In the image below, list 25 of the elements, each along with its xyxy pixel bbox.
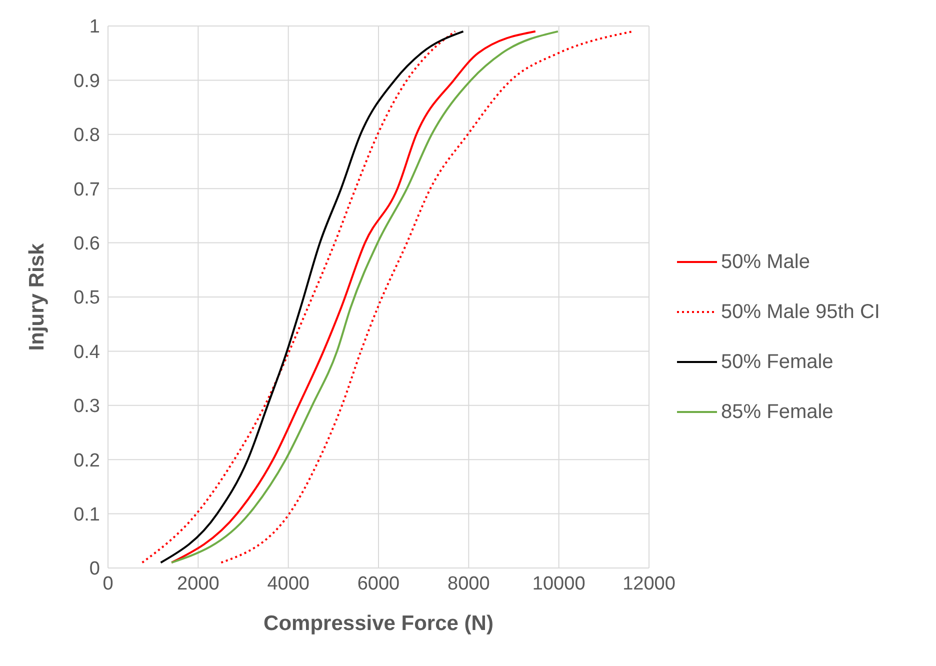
y-tick-label: 0.3: [74, 396, 100, 418]
y-tick-label: 0.4: [74, 342, 100, 363]
y-tick-label: 0.2: [74, 450, 100, 472]
y-tick-label: 0.8: [74, 125, 100, 146]
y-tick-label: 0.9: [74, 70, 100, 92]
y-tick-label: 1: [89, 16, 100, 38]
x-tick-label: 8000: [448, 573, 490, 594]
y-tick-label: 0.7: [74, 179, 100, 200]
x-tick-label: 2000: [177, 573, 220, 594]
y-tick-label: 0.1: [74, 504, 100, 526]
line-series: [220, 30, 634, 564]
x-tick-label: 6000: [357, 573, 400, 594]
y-tick-label: 0: [89, 558, 100, 580]
legend-label: 50% Male: [721, 250, 810, 274]
y-axis-title: Injury Risk: [25, 243, 48, 351]
legend-label: 85% Female: [721, 400, 834, 424]
legend-label: 50% Male 95th CI: [721, 300, 880, 324]
x-tick-label: 12000: [622, 573, 676, 594]
x-tick-label: 4000: [267, 573, 310, 594]
y-tick-label: 0.5: [74, 288, 100, 309]
x-axis-title: Compressive Force (N): [264, 612, 494, 635]
x-tick-label: 10000: [532, 573, 586, 594]
x-tick-label: 0: [102, 573, 114, 594]
y-tick-label: 0.6: [74, 234, 100, 255]
legend-label: 50% Female: [721, 350, 834, 374]
